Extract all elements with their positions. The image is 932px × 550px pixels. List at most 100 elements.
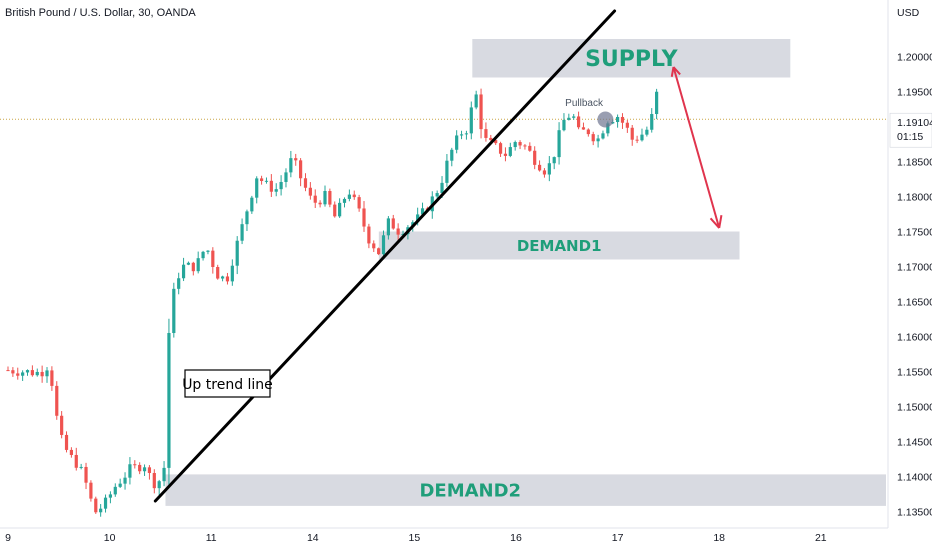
candle-body bbox=[655, 91, 659, 115]
candle-body bbox=[21, 372, 25, 376]
y-tick-label: 1.14000 bbox=[897, 472, 932, 484]
candle-body bbox=[650, 114, 654, 130]
candle-body bbox=[152, 473, 156, 489]
drawings-layer: Up trend line Pullback bbox=[153, 9, 723, 503]
zone-box[interactable] bbox=[165, 474, 887, 506]
candle-body bbox=[123, 477, 127, 484]
candle-body bbox=[625, 122, 629, 128]
candle-body bbox=[347, 194, 351, 199]
candle-body bbox=[455, 135, 459, 150]
zone-label: SUPPLY bbox=[585, 47, 679, 72]
y-tick-label: 1.17000 bbox=[897, 262, 932, 274]
y-ticks: 1.20000 1.19500 1.18500 1.18000 1.17500 1.170… bbox=[897, 52, 932, 519]
candle-body bbox=[606, 123, 610, 134]
zone-box[interactable] bbox=[472, 39, 791, 78]
candle-body bbox=[55, 385, 59, 416]
candle-body bbox=[264, 180, 269, 182]
candle-body bbox=[518, 142, 522, 146]
candle-body bbox=[562, 119, 566, 131]
candle-body bbox=[16, 373, 20, 376]
candle-body bbox=[377, 248, 381, 255]
trend-line[interactable] bbox=[153, 9, 617, 503]
candle-body bbox=[30, 370, 34, 376]
candle-body bbox=[201, 251, 205, 259]
candle-body bbox=[274, 189, 278, 192]
price-axis-background bbox=[888, 0, 932, 528]
candle-body bbox=[635, 139, 639, 141]
candle-body bbox=[572, 116, 576, 118]
y-tick-label: 1.16000 bbox=[897, 332, 932, 344]
candle-body bbox=[620, 116, 625, 123]
candle-body bbox=[581, 127, 586, 130]
candle-body bbox=[25, 370, 30, 373]
candle-body bbox=[255, 178, 259, 198]
candle-body bbox=[640, 134, 644, 141]
candle-body bbox=[464, 133, 469, 135]
y-tick-label: 1.18000 bbox=[897, 192, 932, 204]
candle-body bbox=[230, 265, 234, 282]
candle-body bbox=[552, 157, 556, 164]
candle-body bbox=[352, 194, 356, 198]
chart-title: British Pound / U.S. Dollar, 30, OANDA bbox=[5, 7, 196, 19]
candle-body bbox=[162, 467, 166, 482]
candle-body bbox=[284, 172, 288, 182]
trend-line-label-box bbox=[184, 369, 271, 398]
candle-body bbox=[6, 370, 10, 372]
candle-body bbox=[459, 134, 464, 136]
candle-body bbox=[630, 127, 634, 140]
candle-body bbox=[386, 218, 390, 236]
last-price-value: 1.19104 bbox=[897, 117, 932, 129]
price-axis[interactable]: USD 1.200001.195001.185001.180001.175001… bbox=[887, 0, 932, 528]
candle-body bbox=[381, 235, 386, 255]
time-axis[interactable]: 9 10 11 14 15 16 17 18 21 bbox=[0, 527, 888, 544]
candle-body bbox=[191, 262, 195, 272]
candle-body bbox=[440, 182, 444, 194]
candle-body bbox=[269, 180, 273, 192]
candle-body bbox=[45, 370, 49, 377]
zone-label: DEMAND2 bbox=[419, 481, 521, 502]
candle-body bbox=[313, 195, 317, 203]
last-price-countdown: 01:15 bbox=[897, 131, 923, 143]
candle-body bbox=[416, 214, 420, 223]
candle-body bbox=[245, 211, 249, 225]
projection-arrow-shaft[interactable] bbox=[672, 66, 721, 229]
candle-body bbox=[474, 94, 478, 108]
candle-body bbox=[142, 467, 147, 472]
candle-body bbox=[235, 240, 239, 266]
candle-body bbox=[323, 191, 327, 205]
candle-body bbox=[450, 149, 454, 161]
zone-box[interactable] bbox=[378, 231, 740, 260]
candle-body bbox=[601, 133, 605, 139]
candle-body bbox=[240, 224, 244, 241]
candle-body bbox=[513, 142, 517, 148]
candle-body bbox=[498, 143, 503, 154]
y-tick-label: 1.16500 bbox=[897, 297, 932, 309]
x-tick-label: 14 bbox=[307, 532, 319, 544]
zone-label: DEMAND1 bbox=[517, 237, 602, 255]
candle-body bbox=[567, 117, 571, 120]
x-tick-label: 16 bbox=[510, 532, 522, 544]
candle-body bbox=[367, 226, 371, 244]
candle-body bbox=[74, 454, 78, 468]
x-ticks: 9 10 11 14 15 16 17 18 21 bbox=[5, 532, 827, 544]
candles-layer bbox=[6, 88, 659, 517]
candle-body bbox=[259, 178, 264, 182]
candle-body bbox=[303, 178, 308, 188]
x-tick-label: 9 bbox=[5, 532, 11, 544]
candle-body bbox=[147, 467, 152, 474]
candle-body bbox=[250, 197, 254, 212]
candle-body bbox=[489, 137, 493, 141]
candle-body bbox=[357, 197, 361, 209]
candle-body bbox=[172, 288, 176, 333]
candle-body bbox=[542, 170, 547, 175]
last-price-badge: 1.19104 01:15 bbox=[889, 112, 932, 148]
x-tick-label: 18 bbox=[713, 532, 725, 544]
candle-body bbox=[294, 158, 298, 161]
y-tick-label: 1.13500 bbox=[897, 507, 932, 519]
pullback-marker[interactable] bbox=[597, 111, 614, 128]
candle-body bbox=[99, 508, 103, 513]
candle-body bbox=[576, 116, 581, 128]
projection-arrow-head bbox=[709, 217, 720, 229]
candle-body bbox=[11, 370, 15, 374]
